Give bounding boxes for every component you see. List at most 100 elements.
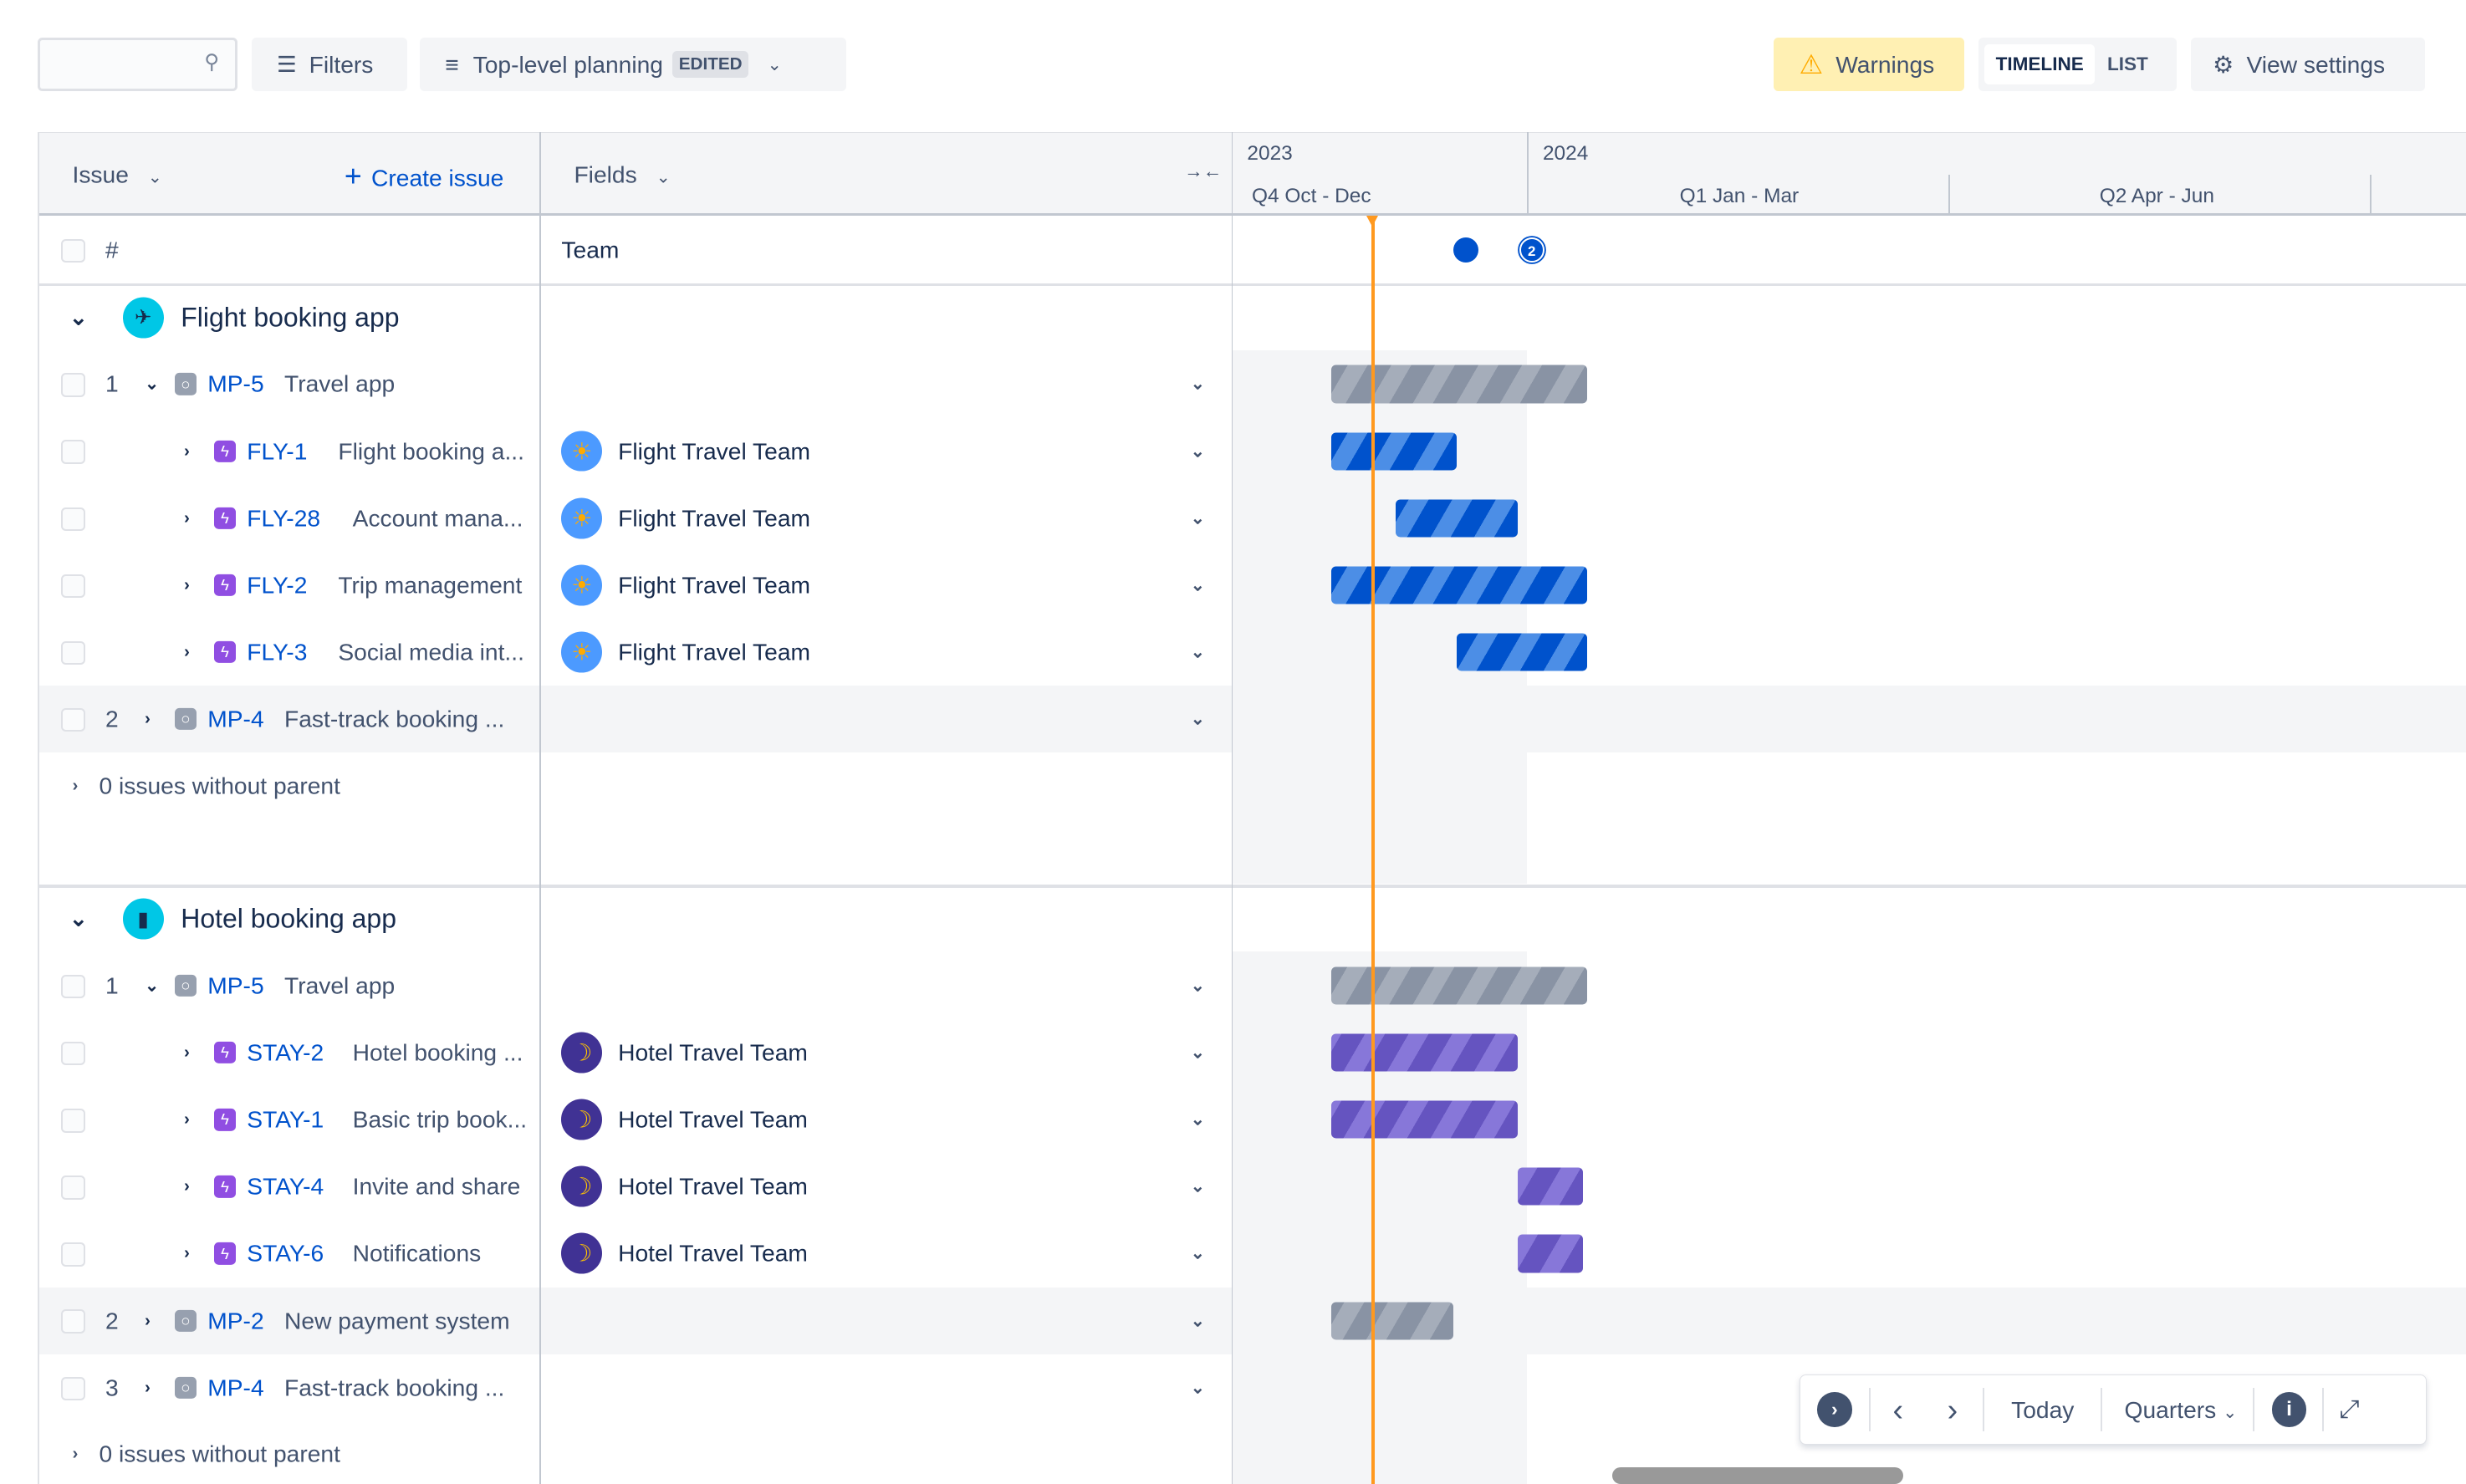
issue-key[interactable]: FLY-2 xyxy=(247,571,308,599)
timeline-bar-stay-6[interactable] xyxy=(1517,1234,1583,1273)
warnings-button[interactable]: ⚠ Warnings xyxy=(1774,38,1964,92)
issue-key[interactable]: STAY-2 xyxy=(247,1038,324,1066)
field-dropdown-icon[interactable]: ⌄ xyxy=(1190,1243,1206,1263)
chevron-right-icon[interactable]: › xyxy=(184,1176,190,1196)
timeline-bar-stay-4[interactable] xyxy=(1517,1167,1583,1206)
issue-title[interactable]: Travel app xyxy=(284,971,396,999)
issue-key[interactable]: STAY-6 xyxy=(247,1239,324,1267)
issue-title[interactable]: Social media int... xyxy=(338,638,524,666)
issue-title[interactable]: Flight booking a... xyxy=(338,437,524,465)
next-icon[interactable]: › xyxy=(1947,1391,1958,1427)
field-dropdown-icon[interactable]: ⌄ xyxy=(1190,374,1206,394)
issue-title[interactable]: Fast-track booking ... xyxy=(284,705,505,732)
row-checkbox[interactable] xyxy=(61,440,85,464)
today-button[interactable]: Today xyxy=(2011,1395,2075,1423)
scale-dropdown[interactable]: Quarters ⌄ xyxy=(2125,1396,2238,1424)
row-checkbox[interactable] xyxy=(61,640,85,666)
field-dropdown-icon[interactable]: ⌄ xyxy=(1190,642,1206,662)
chevron-right-icon[interactable]: › xyxy=(184,574,190,594)
timeline-bar-fly-3[interactable] xyxy=(1456,633,1588,671)
issue-key[interactable]: FLY-28 xyxy=(247,504,321,532)
fields-column-menu[interactable]: Fields ⌄ xyxy=(574,161,670,188)
timeline-bar-fly-28[interactable] xyxy=(1395,499,1518,538)
field-dropdown-icon[interactable]: ⌄ xyxy=(1190,575,1206,595)
view-settings-button[interactable]: ⚙ View settings xyxy=(2190,38,2426,92)
chevron-right-icon[interactable]: › xyxy=(145,1310,151,1330)
release-marker[interactable]: 2 xyxy=(1519,237,1544,263)
previous-icon[interactable]: ‹ xyxy=(1892,1391,1903,1427)
row-checkbox[interactable] xyxy=(61,1175,85,1200)
row-checkbox[interactable] xyxy=(61,574,85,599)
view-selector[interactable]: ≡ Top-level planning EDITED ⌄ xyxy=(420,38,846,92)
search-input[interactable]: ⚲ xyxy=(38,38,237,92)
chevron-right-icon[interactable]: › xyxy=(72,775,79,795)
field-dropdown-icon[interactable]: ⌄ xyxy=(1190,1109,1206,1130)
chevron-right-icon[interactable]: › xyxy=(184,1243,190,1263)
chevron-right-icon[interactable]: › xyxy=(184,1109,190,1130)
field-dropdown-icon[interactable]: ⌄ xyxy=(1190,1043,1206,1063)
release-marker[interactable] xyxy=(1453,237,1479,263)
row-checkbox[interactable] xyxy=(61,707,85,732)
issue-key[interactable]: MP-2 xyxy=(207,1307,264,1334)
field-dropdown-icon[interactable]: ⌄ xyxy=(1190,1378,1206,1398)
info-icon[interactable]: i xyxy=(2271,1392,2307,1427)
chevron-right-icon[interactable]: › xyxy=(145,1377,151,1397)
issue-title[interactable]: Hotel booking ... xyxy=(352,1038,523,1066)
row-checkbox[interactable] xyxy=(61,1109,85,1133)
fullscreen-icon[interactable]: ⤢ xyxy=(2339,1395,2360,1423)
filters-button[interactable]: ☰ Filters xyxy=(251,38,408,92)
list-tab[interactable]: LIST xyxy=(2106,54,2148,75)
issue-key[interactable]: MP-4 xyxy=(207,1374,264,1401)
field-dropdown-icon[interactable]: ⌄ xyxy=(1190,1176,1206,1196)
row-checkbox[interactable] xyxy=(61,974,85,999)
create-issue-button[interactable]: + Create issue xyxy=(345,159,503,193)
row-checkbox[interactable] xyxy=(61,373,85,397)
fields-column-divider[interactable] xyxy=(1231,131,1233,1484)
issue-key[interactable]: STAY-1 xyxy=(247,1105,324,1133)
timeline-tab[interactable]: TIMELINE xyxy=(1984,43,2095,85)
issue-title[interactable]: Account mana... xyxy=(352,504,523,532)
select-all-checkbox[interactable] xyxy=(61,238,85,263)
row-checkbox[interactable] xyxy=(61,1041,85,1066)
field-dropdown-icon[interactable]: ⌄ xyxy=(1190,709,1206,729)
issue-key[interactable]: MP-4 xyxy=(207,705,264,732)
issue-title[interactable]: Basic trip book... xyxy=(352,1105,528,1133)
chevron-down-icon[interactable]: ⌄ xyxy=(69,905,88,931)
issues-without-parent[interactable]: 0 issues without parent xyxy=(99,1440,340,1467)
issues-without-parent[interactable]: 0 issues without parent xyxy=(99,772,340,799)
issue-key[interactable]: FLY-3 xyxy=(247,638,308,666)
chevron-right-icon[interactable]: › xyxy=(184,507,190,528)
issue-title[interactable]: New payment system xyxy=(284,1307,510,1334)
row-checkbox[interactable] xyxy=(61,507,85,531)
chevron-down-icon[interactable]: ⌄ xyxy=(69,304,88,330)
expand-sidebar-icon[interactable]: › xyxy=(1817,1392,1852,1427)
issue-title[interactable]: Invite and share xyxy=(352,1172,521,1200)
issue-key[interactable]: STAY-4 xyxy=(247,1172,324,1200)
timeline-bar-stay-1[interactable] xyxy=(1330,1100,1518,1139)
issue-title[interactable]: Trip management xyxy=(338,571,523,599)
issue-title[interactable]: Notifications xyxy=(352,1239,482,1267)
issue-key[interactable]: MP-5 xyxy=(207,971,264,999)
issue-key[interactable]: FLY-1 xyxy=(247,437,308,465)
chevron-down-icon[interactable]: ⌄ xyxy=(145,976,160,996)
field-dropdown-icon[interactable]: ⌄ xyxy=(1190,1311,1206,1331)
timeline-bar-mp-5[interactable] xyxy=(1330,966,1588,1005)
horizontal-scrollbar[interactable] xyxy=(1611,1466,1903,1484)
chevron-right-icon[interactable]: › xyxy=(72,1444,79,1464)
field-dropdown-icon[interactable]: ⌄ xyxy=(1190,441,1206,462)
chevron-down-icon[interactable]: ⌄ xyxy=(145,374,160,394)
timeline-bar-mp-5[interactable] xyxy=(1330,365,1588,404)
chevron-right-icon[interactable]: › xyxy=(184,641,190,661)
timeline-bar-mp-2[interactable] xyxy=(1330,1302,1453,1340)
issue-column-divider[interactable] xyxy=(539,131,541,1484)
field-dropdown-icon[interactable]: ⌄ xyxy=(1190,508,1206,528)
issue-column-menu[interactable]: Issue ⌄ xyxy=(73,161,163,188)
field-dropdown-icon[interactable]: ⌄ xyxy=(1190,976,1206,996)
issue-title[interactable]: Fast-track booking ... xyxy=(284,1374,505,1401)
collapse-fields-icon[interactable]: →← xyxy=(1184,160,1223,181)
issue-title[interactable]: Travel app xyxy=(284,370,396,397)
chevron-right-icon[interactable]: › xyxy=(184,441,190,461)
chevron-right-icon[interactable]: › xyxy=(145,709,151,729)
timeline-bar-fly-2[interactable] xyxy=(1330,566,1588,604)
row-checkbox[interactable] xyxy=(61,1309,85,1334)
